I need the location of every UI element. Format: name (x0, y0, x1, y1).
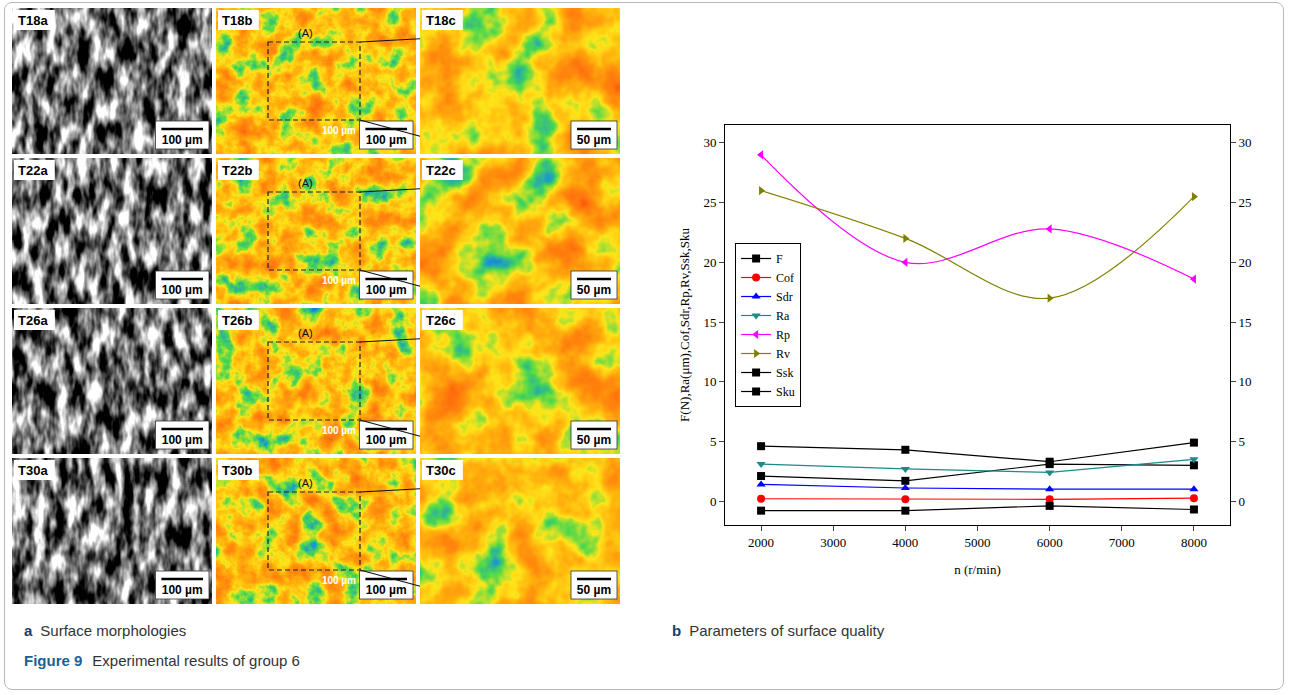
svg-text:T22c: T22c (426, 163, 456, 178)
svg-text:100 µm: 100 µm (366, 433, 407, 447)
html-text:Parameters of surface quality: Parameters of surface quality (689, 622, 885, 639)
svg-text:7000: 7000 (1109, 535, 1135, 550)
svg-text:0: 0 (1239, 494, 1246, 509)
svg-text:Ra: Ra (776, 309, 790, 323)
svg-text:F(N),Ra(μm),Cof,Sdr,Rp,Rv,Ssk,: F(N),Ra(μm),Cof,Sdr,Rp,Rv,Ssk,Sku (677, 228, 692, 422)
svg-text:2000: 2000 (748, 535, 774, 550)
svg-text:5000: 5000 (965, 535, 991, 550)
svg-text:25: 25 (1239, 195, 1252, 210)
svg-text:T18a: T18a (18, 13, 48, 28)
svg-text:100 µm: 100 µm (162, 283, 203, 297)
svg-text:T22b: T22b (222, 163, 252, 178)
svg-text:T22a: T22a (18, 163, 48, 178)
svg-text:100 µm: 100 µm (322, 575, 356, 586)
svg-text:(A): (A) (298, 27, 313, 39)
svg-text:50 µm: 50 µm (577, 433, 611, 447)
svg-text:100 µm: 100 µm (162, 433, 203, 447)
svg-text:15: 15 (703, 315, 716, 330)
html-text:Figure 9: Figure 9 (24, 652, 83, 669)
html-text:Surface morphologies: Surface morphologies (40, 622, 187, 639)
html-text:a: a (24, 622, 33, 639)
svg-text:T26b: T26b (222, 313, 252, 328)
svg-text:10: 10 (1239, 374, 1252, 389)
html-text:Experimental results of group: Experimental results of group 6 (92, 652, 300, 669)
svg-text:50 µm: 50 µm (577, 133, 611, 147)
svg-text:0: 0 (710, 494, 717, 509)
svg-text:100 µm: 100 µm (162, 583, 203, 597)
svg-text:4000: 4000 (892, 535, 918, 550)
svg-text:20: 20 (703, 255, 716, 270)
svg-text:10: 10 (703, 374, 716, 389)
svg-text:100 µm: 100 µm (322, 425, 356, 436)
svg-text:3000: 3000 (820, 535, 846, 550)
svg-text:T26c: T26c (426, 313, 456, 328)
svg-text:30: 30 (703, 135, 716, 150)
svg-text:100 µm: 100 µm (366, 283, 407, 297)
svg-text:5: 5 (710, 434, 717, 449)
svg-text:100 µm: 100 µm (162, 133, 203, 147)
html-text:b: b (672, 622, 682, 639)
svg-text:50 µm: 50 µm (577, 583, 611, 597)
svg-text:8000: 8000 (1181, 535, 1207, 550)
svg-text:Ssk: Ssk (776, 366, 793, 380)
svg-text:T30c: T30c (426, 463, 456, 478)
svg-text:100 µm: 100 µm (322, 275, 356, 286)
svg-text:100 µm: 100 µm (322, 125, 356, 136)
svg-text:T18b: T18b (222, 13, 252, 28)
svg-text:6000: 6000 (1037, 535, 1063, 550)
svg-text:Cof: Cof (776, 271, 794, 285)
svg-text:20: 20 (1239, 255, 1252, 270)
svg-text:F: F (776, 252, 783, 266)
svg-text:T26a: T26a (18, 313, 48, 328)
svg-text:T30a: T30a (18, 463, 48, 478)
svg-text:T18c: T18c (426, 13, 456, 28)
svg-text:(A): (A) (298, 177, 313, 189)
svg-text:(A): (A) (298, 327, 313, 339)
svg-text:Rp: Rp (776, 328, 790, 342)
svg-text:Rv: Rv (776, 347, 790, 361)
svg-text:25: 25 (703, 195, 716, 210)
svg-text:100 µm: 100 µm (366, 133, 407, 147)
svg-text:Sdr: Sdr (776, 290, 793, 304)
svg-text:n (r/min): n (r/min) (954, 562, 1001, 577)
svg-text:50 µm: 50 µm (577, 283, 611, 297)
svg-text:T30b: T30b (222, 463, 252, 478)
svg-text:Sku: Sku (776, 385, 795, 399)
svg-text:15: 15 (1239, 315, 1252, 330)
svg-text:100 µm: 100 µm (366, 583, 407, 597)
svg-text:30: 30 (1239, 135, 1252, 150)
svg-text:(A): (A) (298, 477, 313, 489)
svg-text:5: 5 (1239, 434, 1246, 449)
